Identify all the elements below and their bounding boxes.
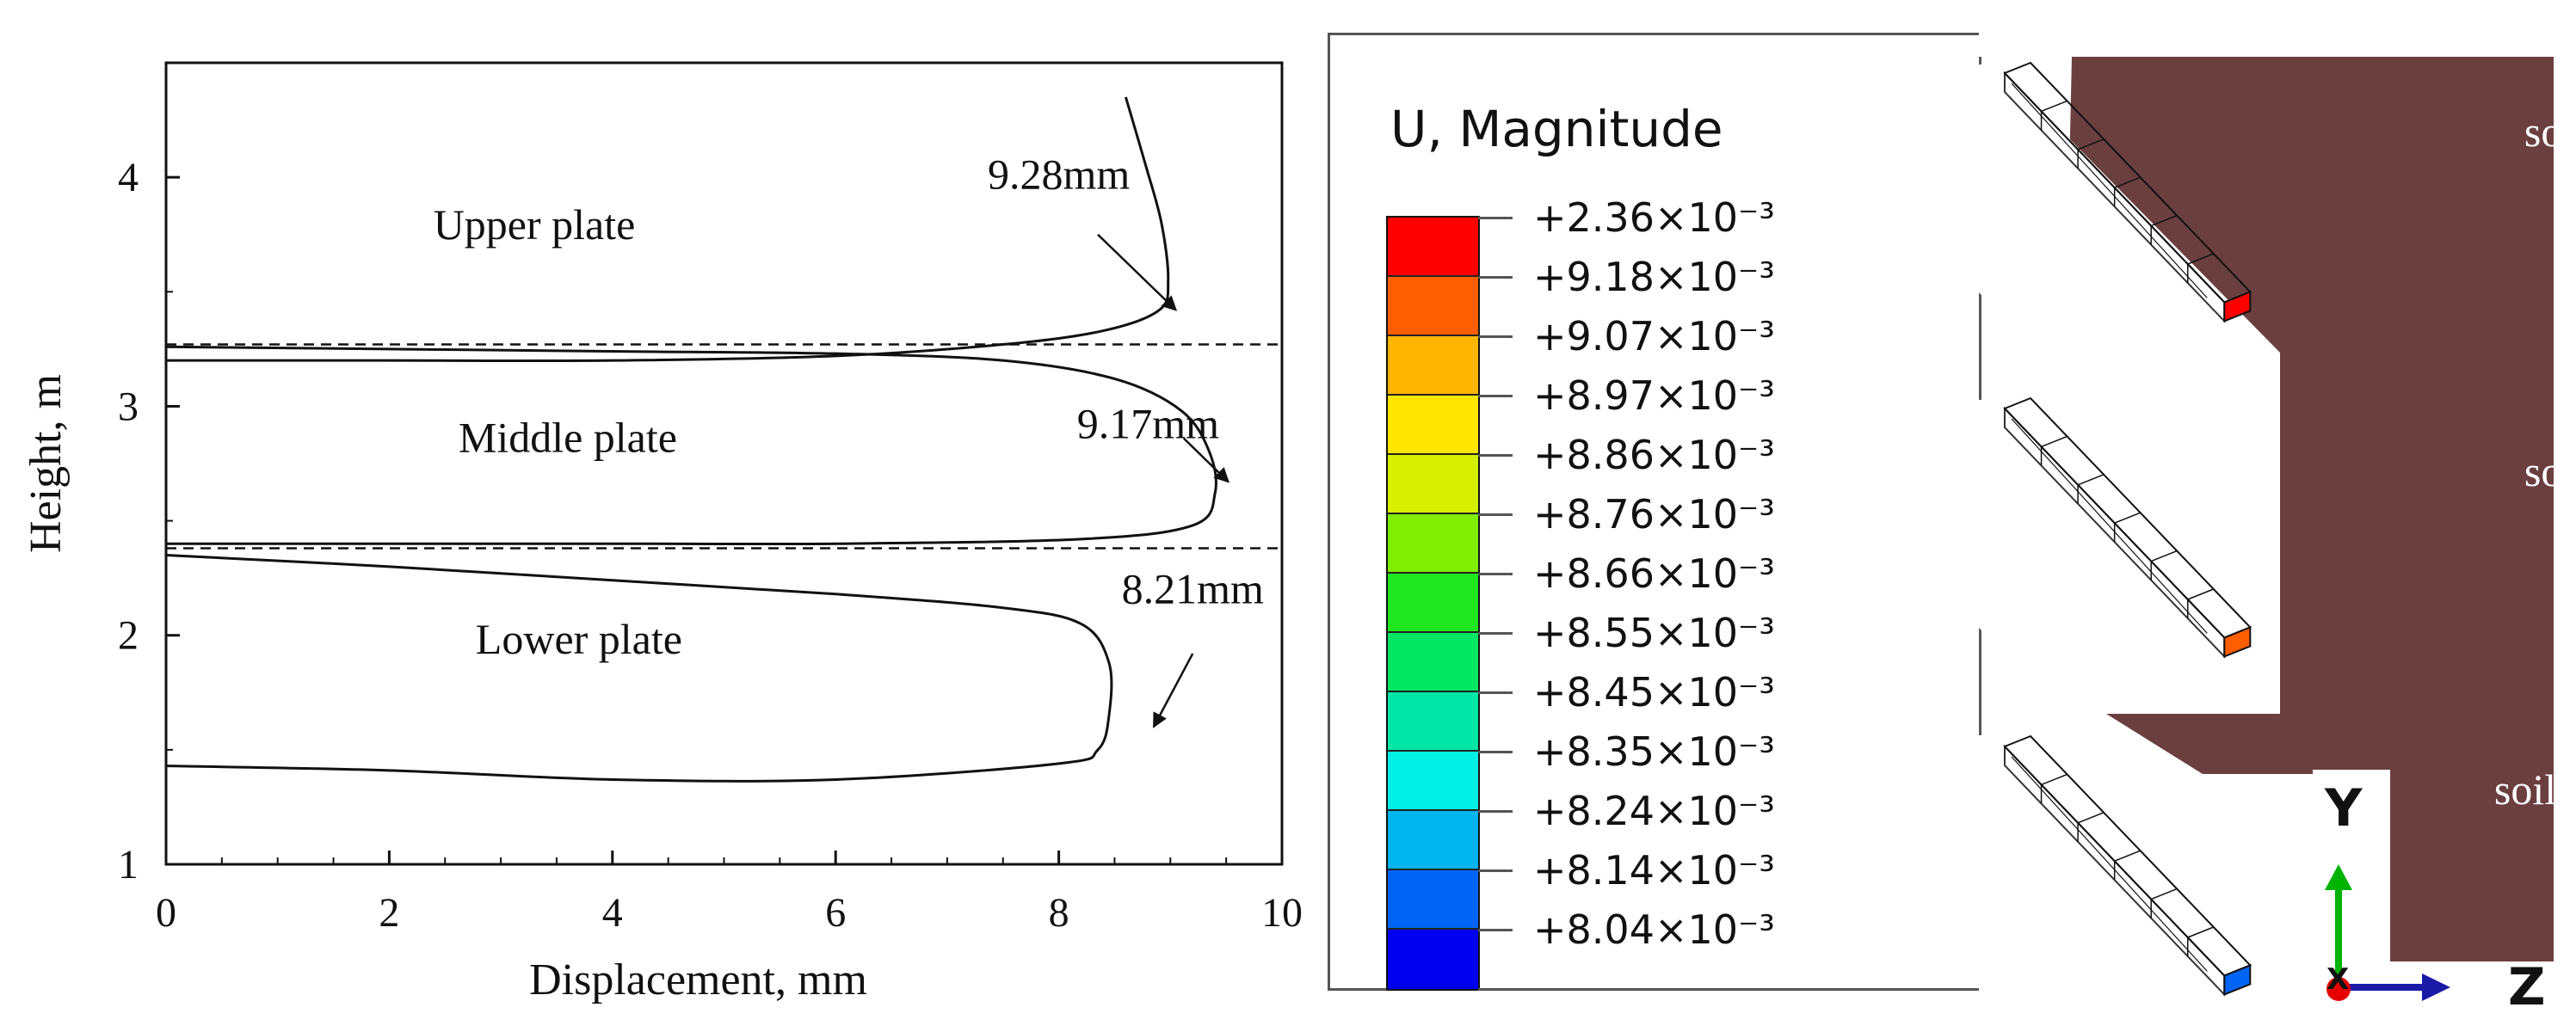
y-tick-label: 1 bbox=[118, 842, 139, 888]
x-tick-label: 4 bbox=[602, 890, 623, 936]
legend-tick bbox=[1478, 335, 1513, 338]
x-tick-label: 10 bbox=[1261, 890, 1303, 936]
axis-y-arrowhead bbox=[2325, 864, 2352, 890]
legend-label: +8.66×10⁻³ bbox=[1533, 550, 1775, 597]
lower-plate-model bbox=[2003, 734, 2252, 997]
y-axis-label: Height, m bbox=[22, 374, 71, 553]
soil-notch bbox=[1979, 0, 2065, 57]
legend-tick bbox=[1478, 513, 1513, 516]
legend-label: +8.97×10⁻³ bbox=[1533, 372, 1775, 419]
legend-label: +8.45×10⁻³ bbox=[1533, 669, 1775, 716]
legend-color-bar bbox=[1386, 216, 1480, 991]
legend-label: +9.07×10⁻³ bbox=[1533, 313, 1775, 359]
soil-block bbox=[2065, 57, 2554, 961]
annotation-label: 9.17mm bbox=[1077, 400, 1219, 448]
x-tick-label: 6 bbox=[825, 890, 846, 936]
series-line-2 bbox=[165, 345, 1217, 546]
upper-plate-model bbox=[2003, 61, 2252, 323]
soil-label: soil bbox=[2494, 765, 2556, 814]
legend-swatch bbox=[1388, 396, 1478, 455]
y-tick-label: 3 bbox=[118, 384, 139, 429]
legend-tick bbox=[1478, 751, 1513, 753]
annotation-label: 9.28mm bbox=[988, 150, 1130, 198]
legend-label: +8.24×10⁻³ bbox=[1533, 788, 1775, 834]
legend-swatch bbox=[1388, 336, 1478, 396]
x-axis-label: Displacement, mm bbox=[529, 955, 867, 1004]
legend-tick bbox=[1478, 573, 1513, 575]
contour-legend: U, Magnitude +2.36×10⁻³ +9.18×10⁻³ +9.07×1… bbox=[1328, 33, 1981, 991]
legend-label: +9.18×10⁻³ bbox=[1533, 254, 1775, 300]
axis-z-label: Z bbox=[2508, 957, 2546, 1017]
y-tick-label: 2 bbox=[118, 613, 139, 659]
legend-swatch bbox=[1388, 870, 1478, 930]
plate-label: Upper plate bbox=[434, 200, 636, 249]
axis-z-arrowhead bbox=[2422, 974, 2450, 1001]
annotation-label: 8.21mm bbox=[1122, 564, 1264, 612]
legend-tick bbox=[1478, 276, 1513, 279]
legend-tick bbox=[1478, 988, 1513, 991]
legend-swatch bbox=[1388, 930, 1478, 989]
annotation-arrow bbox=[1182, 437, 1229, 483]
legend-tick bbox=[1478, 454, 1513, 457]
legend-swatch bbox=[1388, 811, 1478, 870]
legend-swatch bbox=[1388, 752, 1478, 811]
legend-label: +8.76×10⁻³ bbox=[1533, 491, 1775, 538]
axis-y-label: Y bbox=[2324, 778, 2363, 838]
legend-tick bbox=[1478, 217, 1513, 219]
legend-swatch bbox=[1388, 514, 1478, 574]
series-line-3 bbox=[165, 554, 1113, 783]
legend-swatch bbox=[1388, 455, 1478, 514]
legend-tick bbox=[1478, 929, 1513, 931]
legend-label: +8.86×10⁻³ bbox=[1533, 432, 1775, 478]
soil-label: soil bbox=[2524, 108, 2573, 156]
legend-label: +8.14×10⁻³ bbox=[1533, 847, 1775, 894]
plate-label: Middle plate bbox=[459, 414, 677, 462]
x-tick-label: 2 bbox=[379, 890, 399, 936]
y-tick-label: 4 bbox=[118, 155, 139, 200]
legend-swatch bbox=[1388, 574, 1478, 633]
axis-x-label: X bbox=[2326, 962, 2349, 997]
legend-swatch bbox=[1388, 692, 1478, 752]
legend-label: +2.36×10⁻³ bbox=[1533, 194, 1775, 241]
legend-tick bbox=[1478, 395, 1513, 397]
legend-tick bbox=[1478, 691, 1513, 694]
legend-label: +8.55×10⁻³ bbox=[1533, 610, 1775, 656]
legend-swatch bbox=[1388, 633, 1478, 692]
legend-tick bbox=[1478, 632, 1513, 635]
legend-tick bbox=[1478, 810, 1513, 813]
triad-background bbox=[2313, 770, 2390, 976]
annotation-arrow bbox=[1152, 653, 1194, 728]
soil-label: soil bbox=[2524, 447, 2573, 495]
plate-label: Lower plate bbox=[476, 615, 682, 663]
legend-swatch bbox=[1388, 277, 1478, 336]
soil-notch bbox=[1979, 735, 2383, 1032]
x-tick-label: 8 bbox=[1049, 890, 1069, 936]
annotation-arrow bbox=[1097, 233, 1178, 311]
legend-label: +8.04×10⁻³ bbox=[1533, 906, 1775, 953]
axis-origin bbox=[2326, 977, 2351, 1001]
legend-swatch bbox=[1388, 218, 1478, 277]
legend-title: U, Magnitude bbox=[1390, 100, 1723, 158]
series-line-1 bbox=[166, 96, 1170, 363]
x-tick-label: 0 bbox=[156, 890, 176, 936]
legend-label: +8.35×10⁻³ bbox=[1533, 728, 1775, 775]
fe-model-view: soil soil soil Y X Z bbox=[1979, 0, 2573, 1032]
middle-plate-model bbox=[2003, 396, 2252, 659]
legend-tick bbox=[1478, 869, 1513, 872]
